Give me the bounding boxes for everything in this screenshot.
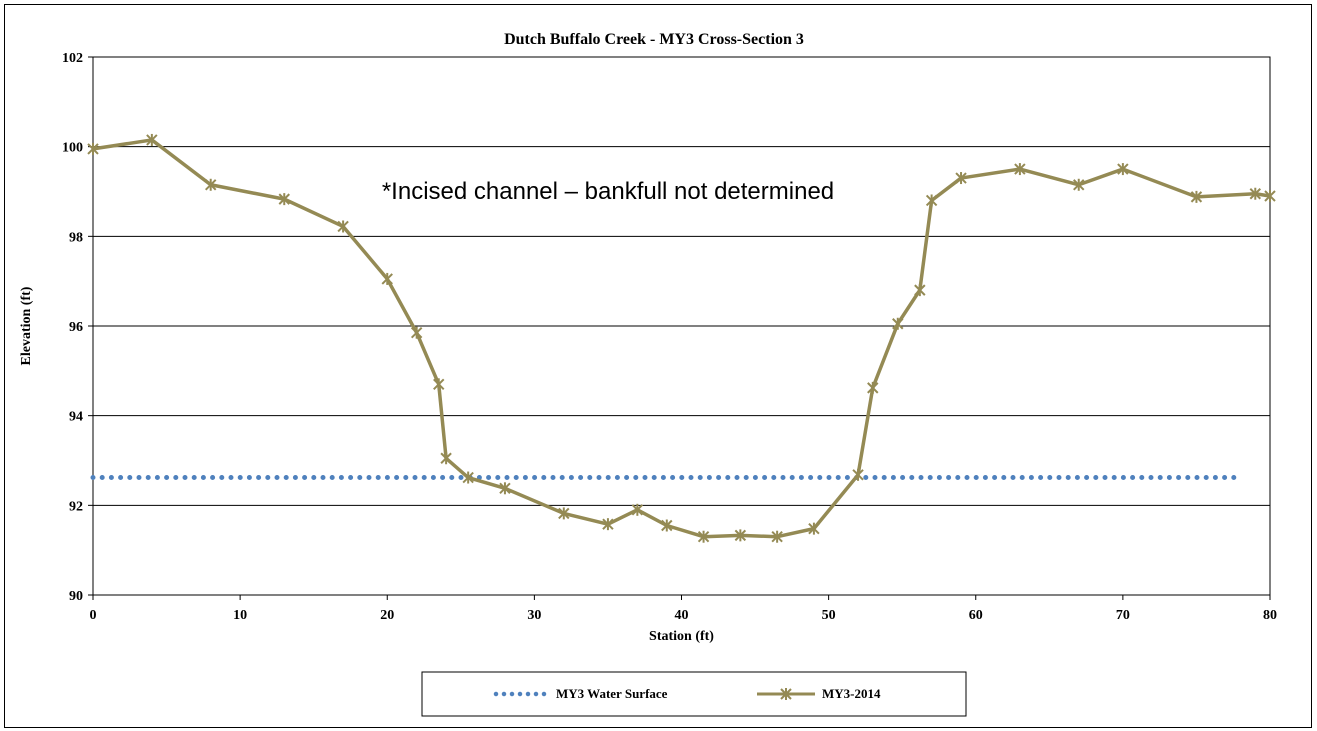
data-point-my3-2014 — [146, 133, 158, 146]
y-tick-label: 96 — [69, 320, 83, 335]
x-axis-ticks: 0 10 20 30 40 50 60 70 80 — [90, 595, 1277, 623]
data-point-my3-2014 — [771, 530, 783, 543]
data-point-my3-2014 — [1014, 163, 1026, 176]
data-point-my3-2014 — [734, 529, 747, 542]
data-point-my3-2014 — [204, 178, 217, 191]
x-tick-label: 30 — [527, 608, 541, 623]
x-tick-label: 70 — [1116, 608, 1130, 623]
x-axis-label: Station (ft) — [649, 629, 714, 644]
legend: MY3 Water Surface MY3-2014 — [421, 671, 967, 717]
y-axis-ticks: 90 92 94 96 98 100 102 — [62, 51, 93, 604]
x-tick-label: 10 — [233, 608, 247, 623]
data-point-my3-2014 — [955, 172, 967, 185]
legend-label-water-surface: MY3 Water Surface — [556, 686, 668, 701]
y-tick-label: 102 — [62, 51, 83, 66]
data-point-my3-2014 — [278, 193, 290, 206]
data-point-my3-2014 — [602, 518, 614, 531]
data-point-my3-2014 — [1117, 163, 1129, 176]
legend-marker-x-icon — [780, 688, 792, 700]
x-tick-label: 50 — [822, 608, 836, 623]
gridlines — [93, 56, 1270, 596]
data-point-my3-2014 — [808, 522, 820, 535]
chart-frame — [4, 4, 1312, 728]
data-point-my3-2014 — [852, 468, 864, 481]
y-tick-label: 98 — [69, 230, 83, 245]
chart-title: Dutch Buffalo Creek - MY3 Cross-Section … — [504, 31, 804, 48]
y-tick-label: 90 — [69, 589, 83, 604]
data-point-my3-2014 — [499, 482, 511, 495]
data-point-my3-2014 — [925, 194, 938, 207]
data-point-my3-2014 — [1190, 190, 1203, 203]
chart-annotation: *Incised channel – bankfull not determin… — [382, 178, 834, 205]
data-point-my3-2014 — [1073, 178, 1085, 191]
legend-entry-my3-2014: MY3-2014 — [757, 686, 881, 701]
data-point-my3-2014 — [337, 220, 349, 233]
data-point-my3-2014 — [558, 507, 570, 520]
y-tick-label: 94 — [69, 410, 83, 425]
data-point-my3-2014 — [697, 530, 710, 543]
data-point-my3-2014 — [661, 519, 673, 532]
y-axis-label: Elevation (ft) — [19, 286, 34, 365]
data-point-my3-2014 — [631, 503, 644, 516]
data-point-my3-2014 — [87, 142, 99, 155]
legend-label-my3-2014: MY3-2014 — [822, 686, 881, 701]
series-layer — [87, 133, 1276, 543]
data-point-my3-2014 — [433, 378, 445, 391]
data-point-my3-2014 — [462, 471, 474, 484]
x-tick-label: 20 — [380, 608, 394, 623]
data-point-my3-2014 — [892, 317, 904, 330]
data-point-my3-2014 — [914, 284, 926, 297]
data-point-my3-2014 — [1249, 187, 1261, 200]
y-tick-label: 100 — [62, 141, 83, 156]
y-tick-label: 92 — [69, 499, 83, 514]
x-tick-label: 80 — [1263, 608, 1277, 623]
x-tick-label: 0 — [90, 608, 97, 623]
data-point-my3-2014 — [410, 326, 423, 339]
data-point-my3-2014 — [440, 452, 452, 465]
x-tick-label: 60 — [969, 608, 983, 623]
data-point-my3-2014 — [381, 272, 393, 285]
data-point-my3-2014 — [1264, 189, 1276, 202]
legend-entry-water-surface: MY3 Water Surface — [493, 686, 668, 701]
data-point-my3-2014 — [867, 381, 879, 394]
x-tick-label: 40 — [675, 608, 689, 623]
